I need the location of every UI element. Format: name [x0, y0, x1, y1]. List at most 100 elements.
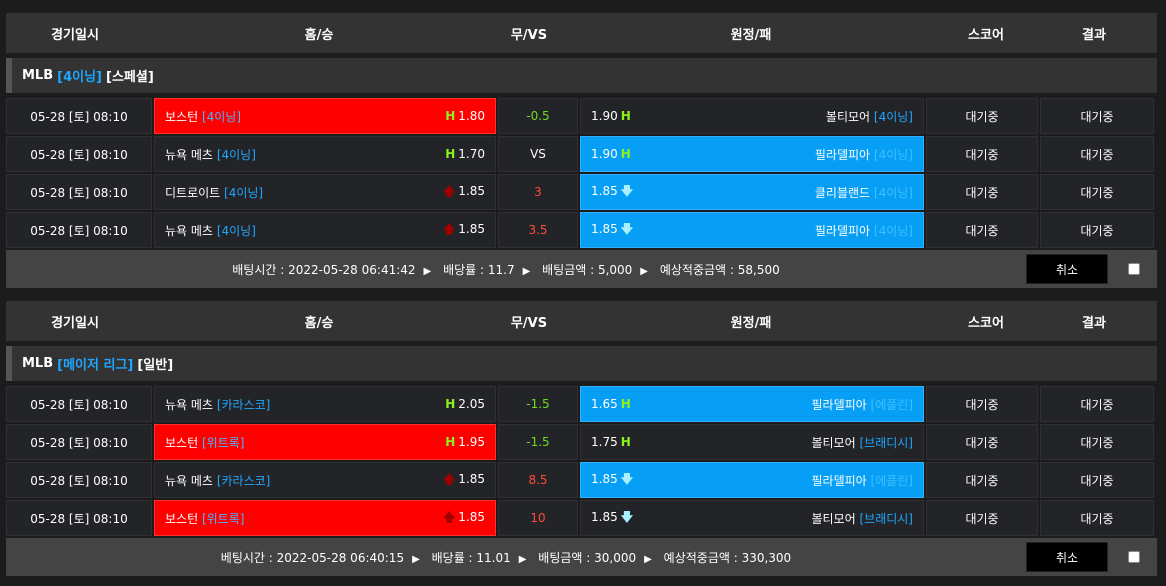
bet-amount: 배팅금액 : 30,000: [538, 550, 637, 565]
play-arrow-icon: ▶: [423, 265, 432, 277]
table-row: 05-28 [토] 08:10 뉴욕 메츠 [카라스코] H 2.05 -1.5 …: [6, 386, 1157, 422]
away-odds: 1.90: [591, 147, 618, 161]
draw-handicap: 10: [498, 500, 578, 536]
header-score: 스코어: [968, 27, 1004, 43]
bet-time: 베팅시간 : 2022-05-28 06:40:15: [220, 550, 405, 565]
away-odds: 1.85: [591, 183, 618, 198]
odds-up-icon: 🡅: [442, 221, 456, 236]
draw-handicap: -0.5: [498, 98, 578, 134]
header-vs: 무/VS: [510, 315, 548, 331]
handicap-h-icon: H: [620, 397, 631, 411]
away-team: 볼티모어 [4이닝]: [825, 109, 913, 124]
score: 대기중: [926, 500, 1038, 536]
bet-type: [스페셜]: [106, 70, 154, 85]
odds-down-icon: 🡇: [620, 509, 634, 524]
match-date: 05-28 [토] 08:10: [6, 424, 152, 460]
handicap-h-icon: H: [445, 435, 456, 449]
table-row: 05-28 [토] 08:10 보스턴 [위트록] 🡅 1.85 10 1.85 🡇…: [6, 500, 1157, 536]
result: 대기중: [1040, 462, 1154, 498]
home-pick[interactable]: 보스턴 [4이닝] H 1.80: [154, 98, 496, 134]
bet-slip: 경기일시 홈/승 무/VS 원정/패 스코어 결과 MLB [4이닝] [스페셜…: [6, 13, 1157, 288]
odds-up-icon: 🡅: [442, 509, 456, 524]
away-odds: 1.85: [591, 471, 618, 486]
table-row: 05-28 [토] 08:10 보스턴 [위트록] H 1.95 -1.5 1.7…: [6, 424, 1157, 460]
match-date: 05-28 [토] 08:10: [6, 136, 152, 172]
table-header: 경기일시 홈/승 무/VS 원정/패 스코어 결과: [6, 301, 1157, 341]
handicap-h-icon: H: [620, 147, 631, 161]
home-pick[interactable]: 보스턴 [위트록] H 1.95: [154, 424, 496, 460]
handicap-h-icon: H: [445, 397, 456, 411]
result: 대기중: [1040, 500, 1154, 536]
away-pick[interactable]: 1.90 H 볼티모어 [4이닝]: [580, 98, 924, 134]
table-row: 05-28 [토] 08:10 보스턴 [4이닝] H 1.80 -0.5 1.9…: [6, 98, 1157, 134]
handicap-h-icon: H: [620, 109, 631, 123]
away-pick[interactable]: 1.75 H 볼티모어 [브래디시]: [580, 424, 924, 460]
draw-handicap: 3: [498, 174, 578, 210]
bet-odds: 배당률 : 11.01: [431, 550, 511, 565]
away-pick[interactable]: 1.65 H 필라델피아 [에플린]: [580, 386, 924, 422]
away-team: 필라델피아 [4이닝]: [814, 223, 913, 238]
draw-handicap: -1.5: [498, 424, 578, 460]
match-date: 05-28 [토] 08:10: [6, 174, 152, 210]
table-row: 05-28 [토] 08:10 디트로이트 [4이닝] 🡅 1.85 3 1.85…: [6, 174, 1157, 210]
home-pick[interactable]: 뉴욕 메츠 [카라스코] H 2.05: [154, 386, 496, 422]
away-pick[interactable]: 1.85 🡇 필라델피아 [4이닝]: [580, 212, 924, 248]
home-team: 보스턴 [4이닝]: [165, 109, 242, 124]
score: 대기중: [926, 212, 1038, 248]
table-row: 05-28 [토] 08:10 뉴욕 메츠 [4이닝] H 1.70 VS 1.9…: [6, 136, 1157, 172]
away-team: 볼티모어 [브래디시]: [811, 435, 913, 450]
home-team: 뉴욕 메츠 [카라스코]: [165, 473, 271, 488]
result: 대기중: [1040, 212, 1154, 248]
score: 대기중: [926, 386, 1038, 422]
result: 대기중: [1040, 174, 1154, 210]
away-pick[interactable]: 1.85 🡇 볼티모어 [브래디시]: [580, 500, 924, 536]
home-team: 뉴욕 메츠 [4이닝]: [165, 223, 256, 238]
away-pick[interactable]: 1.85 🡇 클리블랜드 [4이닝]: [580, 174, 924, 210]
away-odds: 1.65: [591, 397, 618, 411]
bet-summary: 베팅시간 : 2022-05-28 06:40:15 ▶ 배당률 : 11.01 ▶…: [6, 538, 1157, 576]
bet-slip: 경기일시 홈/승 무/VS 원정/패 스코어 결과 MLB [메이저 리그] […: [6, 301, 1157, 576]
home-pick[interactable]: 뉴욕 메츠 [카라스코] 🡅 1.85: [154, 462, 496, 498]
select-checkbox[interactable]: [1128, 551, 1140, 563]
home-pick[interactable]: 뉴욕 메츠 [4이닝] H 1.70: [154, 136, 496, 172]
home-team: 디트로이트 [4이닝]: [165, 185, 264, 200]
home-odds: 1.85: [458, 221, 485, 236]
cancel-button[interactable]: 취소: [1026, 542, 1108, 572]
home-odds: 1.95: [458, 435, 485, 449]
header-date: 경기일시: [51, 27, 99, 43]
home-odds: 2.05: [458, 397, 485, 411]
result: 대기중: [1040, 386, 1154, 422]
away-pick[interactable]: 1.85 🡇 필라델피아 [에플린]: [580, 462, 924, 498]
draw-handicap: VS: [498, 136, 578, 172]
bet-time: 배팅시간 : 2022-05-28 06:41:42: [232, 262, 416, 277]
away-pick[interactable]: 1.90 H 필라델피아 [4이닝]: [580, 136, 924, 172]
home-odds: 1.85: [458, 183, 485, 198]
home-team: 뉴욕 메츠 [4이닝]: [165, 147, 256, 162]
odds-up-icon: 🡅: [442, 183, 456, 198]
league-tag: [메이저 리그]: [57, 358, 134, 373]
cancel-button[interactable]: 취소: [1026, 254, 1108, 284]
category-title: MLB [4이닝] [스페셜]: [6, 58, 1157, 93]
play-arrow-icon: ▶: [518, 553, 527, 565]
match-date: 05-28 [토] 08:10: [6, 500, 152, 536]
table-header: 경기일시 홈/승 무/VS 원정/패 스코어 결과: [6, 13, 1157, 53]
home-pick[interactable]: 디트로이트 [4이닝] 🡅 1.85: [154, 174, 496, 210]
bet-amount: 배팅금액 : 5,000: [542, 262, 633, 277]
home-pick[interactable]: 보스턴 [위트록] 🡅 1.85: [154, 500, 496, 536]
home-odds: 1.85: [458, 471, 485, 486]
odds-down-icon: 🡇: [620, 471, 634, 486]
header-home: 홈/승: [304, 27, 334, 43]
home-team: 보스턴 [위트록]: [165, 435, 245, 450]
header-score: 스코어: [968, 315, 1004, 331]
expected-payout: 예상적중금액 : 330,300: [663, 550, 792, 565]
odds-down-icon: 🡇: [620, 221, 634, 236]
away-odds: 1.75: [591, 435, 618, 449]
play-arrow-icon: ▶: [522, 265, 531, 277]
home-odds: 1.70: [458, 147, 485, 161]
bet-odds: 배당률 : 11.7: [443, 262, 515, 277]
home-team: 보스턴 [위트록]: [165, 511, 245, 526]
select-checkbox[interactable]: [1128, 263, 1140, 275]
away-odds: 1.90: [591, 109, 618, 123]
away-team: 필라델피아 [에플린]: [811, 473, 913, 488]
home-pick[interactable]: 뉴욕 메츠 [4이닝] 🡅 1.85: [154, 212, 496, 248]
